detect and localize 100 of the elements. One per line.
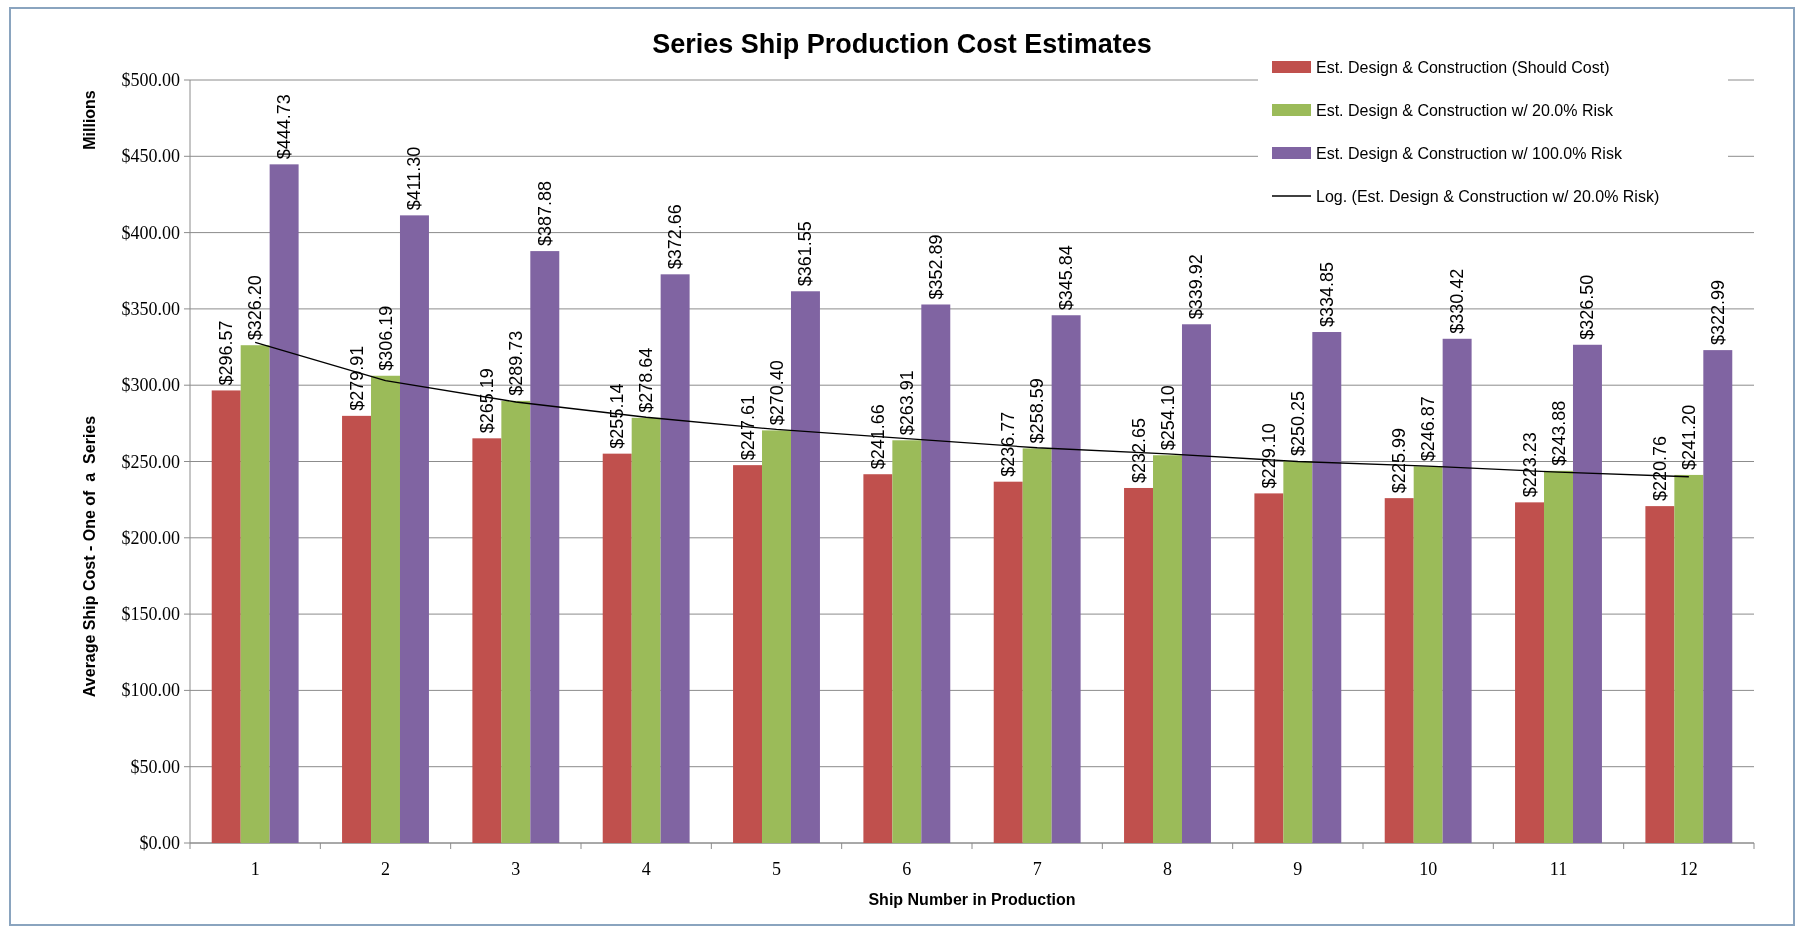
- x-tick-label: 10: [1419, 859, 1438, 879]
- data-label: $254.10: [1157, 385, 1178, 451]
- data-label: $220.76: [1649, 436, 1670, 502]
- data-label: $339.92: [1186, 254, 1207, 320]
- data-label: $255.14: [607, 383, 628, 449]
- data-label: $241.66: [867, 404, 888, 470]
- data-label: $345.84: [1056, 245, 1077, 311]
- data-label: $334.85: [1316, 261, 1337, 328]
- data-label: $361.55: [795, 221, 816, 287]
- data-label: $241.20: [1678, 404, 1699, 470]
- data-label: $372.66: [665, 204, 686, 270]
- x-tick-label: 1: [250, 859, 260, 879]
- y-tick-label: $50.00: [130, 756, 180, 777]
- bar: [762, 430, 791, 843]
- x-tick-label: 5: [772, 859, 781, 879]
- data-label: $250.25: [1287, 391, 1308, 457]
- data-label: $225.99: [1389, 428, 1410, 494]
- x-tick-label: 11: [1549, 859, 1568, 879]
- data-label: $330.42: [1447, 268, 1468, 334]
- data-label: $258.59: [1027, 378, 1048, 444]
- data-label: $326.20: [245, 275, 266, 341]
- bar: [371, 375, 400, 843]
- legend-label: Est. Design & Construction (Should Cost): [1316, 58, 1610, 76]
- bar: [631, 417, 661, 843]
- y-tick-label: $400.00: [121, 222, 180, 243]
- bar: [1153, 455, 1182, 843]
- x-tick-label: 12: [1679, 859, 1698, 879]
- data-label: $229.10: [1258, 423, 1279, 489]
- x-axis-title: Ship Number in Production: [868, 890, 1076, 908]
- bar: [733, 465, 763, 843]
- data-label: $296.57: [216, 320, 237, 386]
- y-tick-label: $300.00: [121, 375, 180, 396]
- bar: [240, 345, 270, 843]
- bar: [1124, 487, 1154, 843]
- x-tick-label: 7: [1032, 859, 1042, 879]
- bar: [342, 415, 372, 843]
- data-label: $270.40: [766, 360, 787, 426]
- y-tick-label: $350.00: [121, 298, 180, 319]
- legend-label: Est. Design & Construction w/ 20.0% Risk: [1316, 101, 1615, 119]
- data-label: $352.89: [925, 234, 946, 300]
- bar: [993, 481, 1023, 843]
- bar: [1442, 338, 1472, 843]
- bar: [1051, 315, 1081, 843]
- bar: [1703, 350, 1733, 843]
- data-label: $326.50: [1577, 274, 1598, 340]
- bar: [1181, 324, 1211, 843]
- y-axis-title: Average Ship Cost - One of a Series: [80, 415, 98, 698]
- data-label: $278.64: [636, 347, 657, 413]
- bar: [501, 400, 531, 843]
- bar: [1254, 493, 1284, 843]
- y-tick-label: $500.00: [121, 70, 180, 90]
- chart-title: Series Ship Production Cost Estimates: [652, 29, 1152, 59]
- bar: [602, 453, 632, 843]
- data-label: $387.88: [534, 181, 555, 247]
- bar: [399, 215, 429, 843]
- bar: [530, 251, 560, 843]
- y-tick-label: $250.00: [121, 451, 180, 472]
- data-label: $279.91: [346, 345, 367, 411]
- bar: [1312, 332, 1342, 843]
- data-label: $243.88: [1548, 400, 1569, 466]
- data-label: $322.99: [1707, 280, 1728, 346]
- data-label: $247.61: [737, 395, 758, 461]
- bar: [211, 390, 241, 843]
- text: Millions: [80, 90, 98, 150]
- bar: [660, 274, 690, 843]
- data-label: $265.19: [476, 368, 497, 434]
- data-label: $306.19: [375, 305, 396, 371]
- bar: [892, 440, 922, 843]
- bar: [1544, 470, 1573, 843]
- bar: [863, 474, 893, 843]
- x-tick-label: 8: [1163, 859, 1172, 879]
- x-tick-label: 2: [381, 859, 390, 879]
- bar: [1515, 502, 1545, 843]
- bar: [921, 304, 951, 843]
- legend-label: Log. (Est. Design & Construction w/ 20.0% Risk): [1316, 187, 1660, 205]
- y-tick-label: $100.00: [121, 680, 180, 701]
- bar: [269, 164, 299, 843]
- bar: [1384, 498, 1414, 843]
- legend-label: Est. Design & Construction w/ 100.0% Risk: [1316, 144, 1623, 162]
- x-tick-label: 3: [511, 859, 521, 879]
- y-tick-label: $450.00: [121, 146, 180, 167]
- bar: [1283, 461, 1313, 843]
- bar: [472, 438, 502, 843]
- y-tick-label: $150.00: [121, 604, 180, 625]
- data-label: $444.73: [274, 94, 295, 160]
- x-tick-label: 6: [902, 859, 912, 879]
- bar: [1674, 474, 1704, 843]
- y-tick-label: $200.00: [121, 527, 180, 548]
- bar: [1022, 448, 1052, 843]
- x-tick-label: 4: [641, 859, 651, 879]
- data-label: $411.30: [404, 146, 425, 211]
- bar: [790, 291, 820, 843]
- data-label: $236.77: [998, 411, 1019, 477]
- x-tick-label: 9: [1293, 859, 1303, 879]
- data-label: $246.87: [1418, 396, 1439, 462]
- bar: [1413, 466, 1443, 843]
- data-label: $223.23: [1519, 432, 1540, 498]
- data-label: $232.65: [1128, 417, 1149, 483]
- y-tick-label: $0.00: [139, 833, 180, 853]
- data-label: $263.91: [896, 370, 917, 436]
